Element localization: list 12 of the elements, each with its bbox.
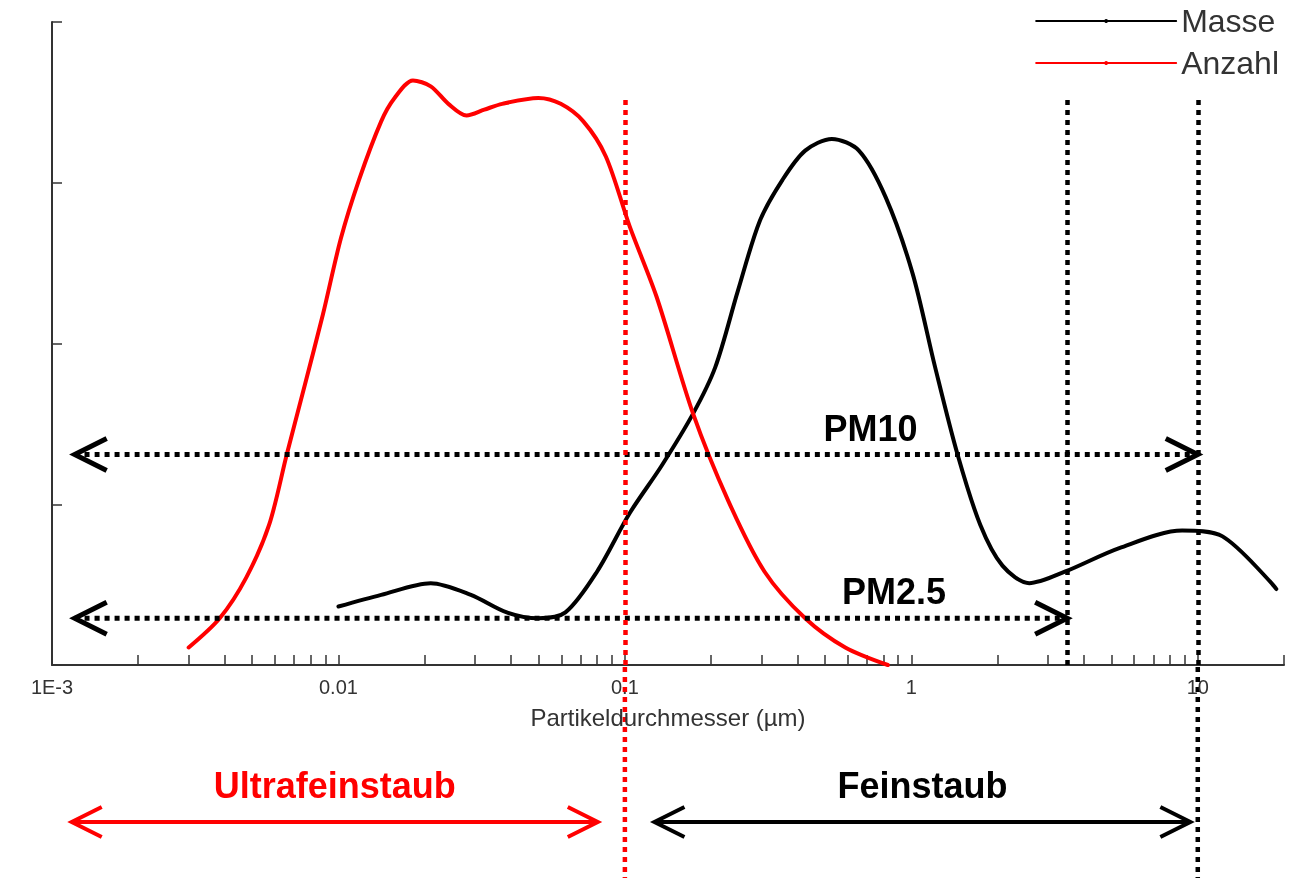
x-tick-label: 1E-3 bbox=[30, 676, 74, 698]
legend-label: Masse bbox=[1181, 3, 1276, 39]
legend-label: Anzahl bbox=[1181, 45, 1279, 81]
text: Ultrafeinstaub bbox=[213, 765, 456, 806]
x-tick-label: 0.1 bbox=[610, 676, 639, 698]
x-tick-label: 0.01 bbox=[318, 676, 358, 698]
x-tick-label: 1 bbox=[905, 676, 917, 698]
text: Feinstaub bbox=[837, 765, 1008, 806]
x-tick-label: 10 bbox=[1186, 676, 1209, 698]
x-axis-title: Partikeldurchmesser (µm) bbox=[530, 703, 806, 731]
annotation: PM10 bbox=[823, 407, 918, 449]
annotation: PM2.5 bbox=[841, 571, 947, 613]
